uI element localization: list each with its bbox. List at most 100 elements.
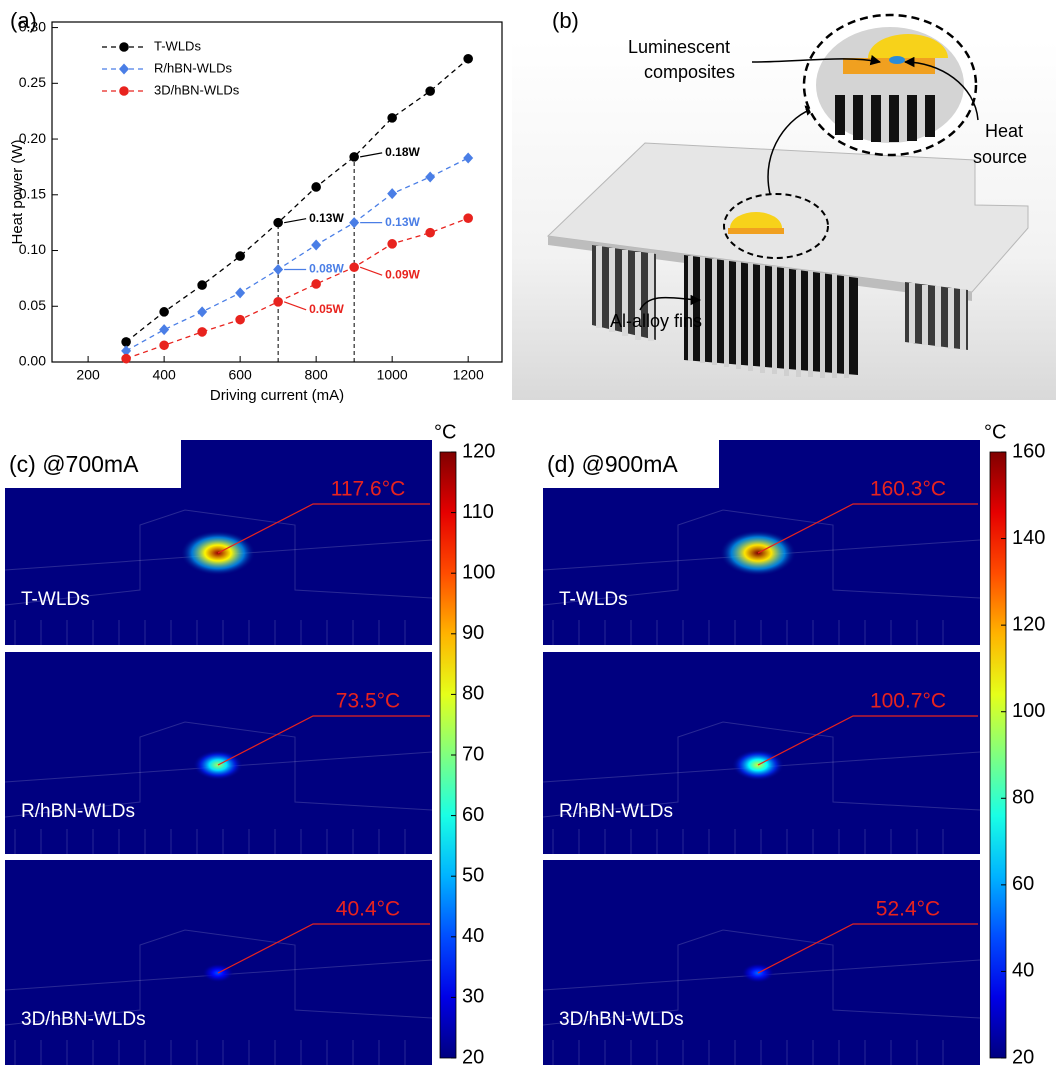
outline bbox=[542, 721, 981, 818]
callout-line bbox=[757, 923, 978, 974]
data-marker bbox=[311, 182, 321, 192]
data-marker bbox=[349, 152, 359, 162]
data-marker bbox=[349, 262, 359, 273]
data-marker bbox=[387, 188, 398, 200]
annotation: 0.05W bbox=[309, 302, 344, 316]
zoom-arrow bbox=[767, 105, 817, 195]
data-marker bbox=[119, 42, 129, 52]
colorbar-tick-label: 100 bbox=[1012, 700, 1045, 722]
x-tick-label: 1000 bbox=[377, 367, 408, 383]
annotation: 0.18W bbox=[385, 145, 420, 159]
y-tick-label: 0.30 bbox=[19, 18, 46, 34]
map-label: T-WLDs bbox=[21, 589, 90, 610]
led-phosphor bbox=[730, 212, 782, 228]
colorbar-tick-label: 80 bbox=[462, 683, 484, 705]
colorbar-tick-label: 140 bbox=[1012, 527, 1045, 549]
annotation: 0.09W bbox=[385, 267, 420, 281]
series-line bbox=[125, 58, 469, 343]
colorbar-tick-label: 120 bbox=[1012, 613, 1045, 635]
left-fins bbox=[592, 245, 656, 341]
outline bbox=[542, 929, 981, 1026]
peak-label: 117.6°C bbox=[331, 478, 406, 501]
data-marker bbox=[197, 306, 208, 318]
peak-label: 40.4°C bbox=[336, 898, 400, 921]
colorbar-tick-label: 40 bbox=[462, 925, 484, 947]
callout-line bbox=[217, 715, 430, 766]
callout-line bbox=[217, 923, 430, 974]
peak-label: 160.3°C bbox=[870, 478, 946, 501]
colorbar-tick-label: 80 bbox=[1012, 787, 1034, 809]
outline bbox=[542, 509, 981, 606]
series-line bbox=[125, 157, 469, 352]
x-tick-label: 800 bbox=[304, 367, 328, 383]
data-marker bbox=[197, 327, 207, 337]
data-marker bbox=[159, 340, 169, 351]
map-label: T-WLDs bbox=[559, 589, 628, 610]
y-tick-label: 0.05 bbox=[19, 297, 46, 313]
colorbar-unit: °C bbox=[434, 421, 456, 443]
callout-line bbox=[757, 715, 978, 766]
panel-label: (a) bbox=[10, 8, 37, 33]
label-arrow bbox=[639, 294, 702, 311]
diagram-label: Luminescent bbox=[628, 37, 730, 57]
map-label: 3D/hBN-WLDs bbox=[559, 1009, 684, 1030]
x-tick-label: 600 bbox=[228, 367, 252, 383]
y-tick-label: 0.00 bbox=[19, 353, 46, 369]
panel-label-box bbox=[543, 440, 719, 488]
x-tick-label: 400 bbox=[152, 367, 176, 383]
data-marker bbox=[425, 227, 435, 238]
callout-line bbox=[217, 503, 430, 554]
annotation-arrow bbox=[360, 152, 383, 158]
diagram-label: source bbox=[973, 147, 1027, 167]
outline bbox=[4, 721, 433, 818]
data-marker bbox=[197, 280, 207, 290]
middle-fins bbox=[684, 255, 858, 378]
peak-label: 73.5°C bbox=[336, 690, 400, 713]
y-tick-label: 0.15 bbox=[19, 185, 46, 201]
map-outline bbox=[4, 509, 433, 645]
y-tick-label: 0.20 bbox=[19, 130, 46, 146]
diagram-label: Al-alloy fins bbox=[610, 311, 702, 331]
zoom-fins bbox=[835, 95, 935, 142]
colorbar-tick-label: 30 bbox=[462, 986, 484, 1008]
data-marker bbox=[349, 217, 360, 229]
data-marker bbox=[121, 337, 131, 347]
map-outline bbox=[4, 721, 433, 854]
callout-line bbox=[757, 503, 978, 554]
map-label: R/hBN-WLDs bbox=[559, 801, 673, 822]
colorbar-tick-label: 70 bbox=[462, 743, 484, 765]
colorbar-tick-label: 100 bbox=[462, 561, 495, 583]
data-marker bbox=[273, 217, 283, 228]
annotation-arrow bbox=[283, 301, 307, 311]
data-marker bbox=[121, 345, 132, 357]
x-tick-label: 200 bbox=[76, 367, 100, 383]
panel-label: (d) @900mA bbox=[547, 451, 678, 477]
colorbar bbox=[989, 451, 1007, 1059]
panel-b: (b) bbox=[512, 8, 1056, 400]
data-marker bbox=[119, 63, 129, 75]
heat-sink-top bbox=[546, 142, 1029, 293]
zoom-region bbox=[723, 193, 829, 259]
map-background bbox=[5, 860, 432, 1065]
legend-label: T-WLDs bbox=[154, 38, 201, 53]
data-marker bbox=[425, 86, 435, 96]
legend-label: R/hBN-WLDs bbox=[154, 60, 233, 75]
data-marker bbox=[273, 297, 283, 307]
label-arrow bbox=[903, 56, 979, 121]
colorbar-unit: °C bbox=[984, 421, 1006, 443]
map-background bbox=[543, 860, 980, 1065]
zoom-phosphor bbox=[868, 34, 948, 58]
data-marker bbox=[159, 307, 169, 317]
data-marker bbox=[311, 239, 322, 251]
data-marker bbox=[387, 239, 397, 249]
data-marker bbox=[121, 353, 131, 364]
data-marker bbox=[463, 152, 474, 164]
colorbar-tick-label: 120 bbox=[462, 440, 495, 462]
panel-label: (c) @700mA bbox=[9, 451, 139, 477]
zoom-heat-source bbox=[889, 56, 905, 64]
data-marker bbox=[311, 279, 321, 289]
zoom-base bbox=[843, 58, 935, 74]
data-marker bbox=[425, 171, 436, 183]
annotation: 0.08W bbox=[309, 262, 344, 276]
